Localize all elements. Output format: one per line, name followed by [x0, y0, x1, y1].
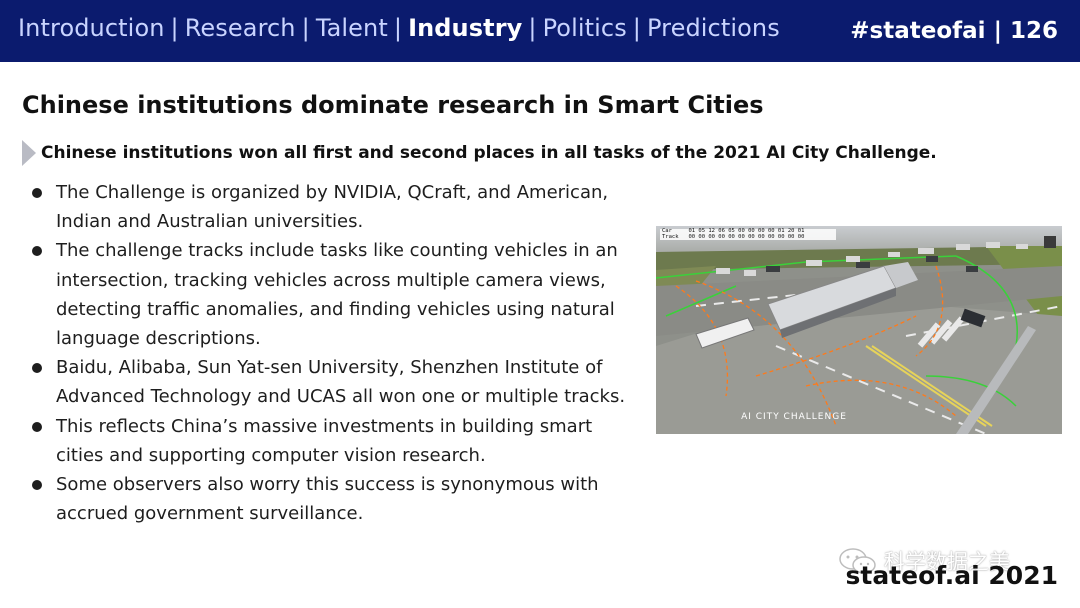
nav-separator: | [170, 14, 179, 42]
wechat-icon [839, 548, 876, 574]
nav-item-politics[interactable]: Politics [542, 14, 627, 42]
bullet-text: The challenge tracks include tasks like … [56, 240, 618, 350]
nav-item-predictions[interactable]: Predictions [646, 14, 780, 42]
nav-separator: | [528, 14, 537, 42]
bullet-dot-icon [32, 246, 42, 257]
nav-item-talent[interactable]: Talent [315, 14, 388, 42]
slide-subtitle: Chinese institutions won all first and s… [41, 143, 937, 163]
bullet-dot-icon [32, 363, 42, 374]
traffic-scene-illustration [656, 226, 1062, 434]
hud-label: Car [662, 228, 672, 234]
header-bar: Introduction | Research | Talent | Industry | Po… [0, 0, 1080, 62]
nav-item-industry[interactable]: Industry [408, 14, 523, 42]
hud-value: 01 05 12 06 05 00 00 00 00 01 20 01 [688, 228, 805, 234]
bullet-list: The Challenge is organized by NVIDIA, QC… [30, 178, 630, 528]
nav-separator: | [301, 14, 310, 42]
arrow-icon [22, 140, 36, 166]
hud-label: Track [662, 233, 679, 240]
bullet-item: The Challenge is organized by NVIDIA, QC… [30, 178, 630, 236]
nav-item-research[interactable]: Research [184, 14, 296, 42]
nav-item-introduction[interactable]: Introduction [18, 14, 165, 42]
bullet-item: The challenge tracks include tasks like … [30, 236, 630, 353]
truck-shape [767, 262, 918, 338]
watermark: 科学数据之美 [838, 544, 1048, 578]
bullet-text: The Challenge is organized by NVIDIA, QC… [56, 182, 609, 233]
bullet-dot-icon [32, 421, 42, 432]
bullet-item: This reflects China’s massive investment… [30, 412, 630, 470]
bullet-dot-icon [32, 188, 42, 198]
watermark-text: 科学数据之美 [884, 550, 1010, 574]
hud-overlay: Car 01 05 12 06 05 00 00 00 00 01 20 01 … [662, 228, 805, 240]
section-nav: Introduction | Research | Talent | Industry | Po… [18, 14, 780, 42]
slide-title: Chinese institutions dominate research i… [22, 91, 764, 119]
bullet-text: This reflects China’s massive investment… [56, 415, 593, 466]
stateofai-logo: stateof.ai 2021 [845, 561, 1058, 590]
bullet-text: Baidu, Alibaba, Sun Yat-sen University, … [56, 357, 626, 408]
nav-separator: | [393, 14, 403, 42]
nav-separator: | [632, 14, 641, 42]
photo-caption-label: AI CITY CHALLENGE [741, 412, 847, 422]
bullet-item: Baidu, Alibaba, Sun Yat-sen University, … [30, 353, 630, 411]
intersection-photo: Car 01 05 12 06 05 00 00 00 00 01 20 01 … [656, 226, 1062, 434]
bullet-item: Some observers also worry this success i… [30, 470, 630, 528]
hashtag-page-number: #stateofai | 126 [850, 18, 1058, 44]
bullet-text: Some observers also worry this success i… [56, 474, 599, 525]
bullet-dot-icon [32, 480, 42, 491]
hud-value: 00 00 00 00 00 00 00 00 00 00 00 00 [688, 233, 805, 240]
